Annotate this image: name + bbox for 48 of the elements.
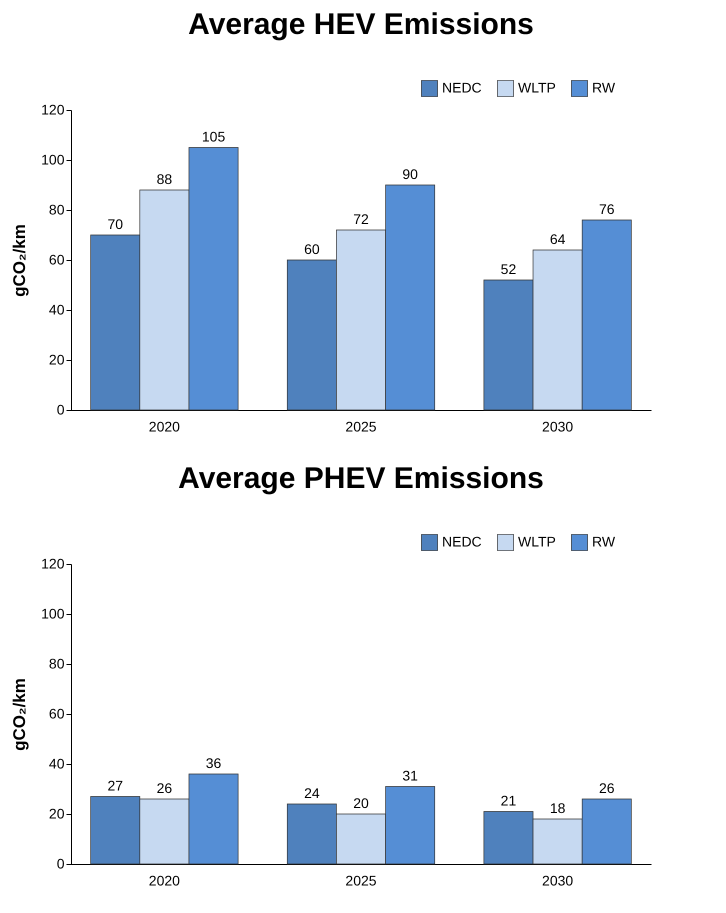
data-label: 64 <box>550 231 566 247</box>
y-tick-label: 0 <box>56 402 65 418</box>
data-label: 26 <box>598 780 615 796</box>
x-tick-label: 2030 <box>542 418 574 434</box>
y-tick-label: 120 <box>41 556 65 572</box>
y-tick-label: 0 <box>56 856 65 872</box>
x-tick-label: 2025 <box>345 872 377 888</box>
y-tick-label: 100 <box>41 606 65 622</box>
chart-title: Average HEV Emissions <box>188 8 534 41</box>
y-tick-label: 100 <box>41 152 65 168</box>
legend-label: RW <box>592 534 616 550</box>
legend-label: NEDC <box>442 534 482 550</box>
data-label: 52 <box>500 261 516 277</box>
data-label: 60 <box>304 241 320 257</box>
legend-label: RW <box>592 80 616 96</box>
y-tick-label: 20 <box>48 352 65 368</box>
data-label: 88 <box>156 171 172 187</box>
data-label: 31 <box>402 768 418 784</box>
legend-label: NEDC <box>442 80 482 96</box>
chart-title: Average PHEV Emissions <box>178 462 544 495</box>
y-tick-label: 120 <box>41 102 65 118</box>
legend-label: WLTP <box>518 534 556 550</box>
y-axis-title: gCO₂/km <box>10 678 30 751</box>
data-label: 72 <box>353 211 369 227</box>
x-tick-label: 2020 <box>148 872 180 888</box>
y-tick-label: 40 <box>48 302 65 318</box>
data-label: 24 <box>304 785 320 801</box>
data-label: 18 <box>550 800 566 816</box>
data-label: 26 <box>156 780 172 796</box>
y-tick-label: 20 <box>48 806 65 822</box>
data-label: 36 <box>206 755 222 771</box>
data-label: 21 <box>500 792 516 808</box>
y-tick-label: 40 <box>48 756 65 772</box>
legend-label: WLTP <box>518 80 556 96</box>
data-label: 105 <box>202 128 226 144</box>
y-tick-label: 80 <box>48 656 65 672</box>
data-label: 90 <box>402 166 418 182</box>
y-tick-label: 80 <box>48 202 65 218</box>
data-label: 70 <box>107 216 124 232</box>
y-tick-label: 60 <box>48 252 65 268</box>
x-tick-label: 2025 <box>345 418 377 434</box>
data-label: 20 <box>353 795 369 811</box>
data-label: 27 <box>107 778 124 794</box>
y-tick-label: 60 <box>48 706 65 722</box>
x-tick-label: 2020 <box>148 418 180 434</box>
x-tick-label: 2030 <box>542 872 574 888</box>
data-label: 76 <box>598 201 615 217</box>
y-axis-title: gCO₂/km <box>10 224 30 297</box>
